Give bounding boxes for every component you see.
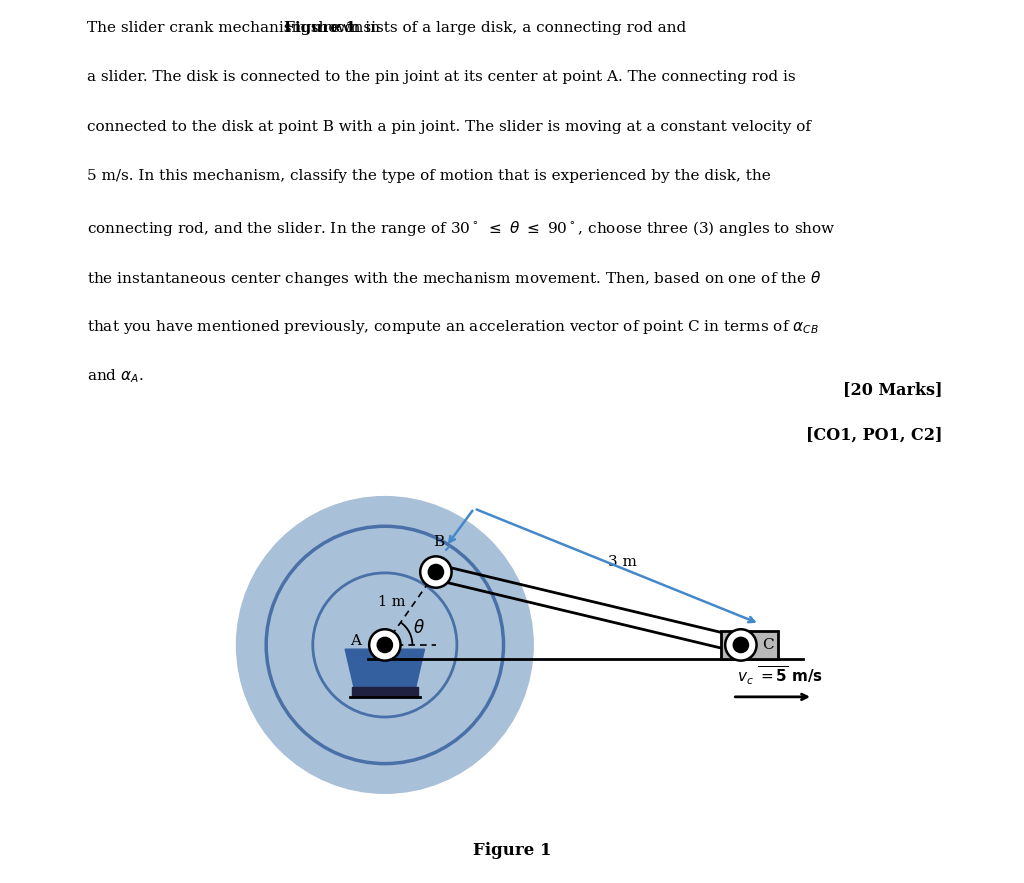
Text: [CO1, PO1, C2]: [CO1, PO1, C2] (806, 427, 942, 444)
Text: A: A (350, 634, 361, 648)
Circle shape (420, 556, 452, 588)
Circle shape (377, 638, 392, 653)
Text: 1 m: 1 m (378, 595, 406, 608)
Text: and $\alpha_A$.: and $\alpha_A$. (87, 368, 143, 386)
Text: The slider crank mechanism shown in: The slider crank mechanism shown in (87, 20, 385, 34)
Text: that you have mentioned previously, compute an acceleration vector of point C in: that you have mentioned previously, comp… (87, 318, 819, 336)
Text: a slider. The disk is connected to the pin joint at its center at point A. The c: a slider. The disk is connected to the p… (87, 71, 796, 84)
Text: Figure 1: Figure 1 (473, 841, 551, 858)
Text: the instantaneous center changes with the mechanism movement. Then, based on one: the instantaneous center changes with th… (87, 268, 821, 288)
Circle shape (370, 630, 400, 660)
Text: 5 m/s. In this mechanism, classify the type of motion that is experienced by the: 5 m/s. In this mechanism, classify the t… (87, 170, 771, 184)
Text: B: B (433, 535, 444, 549)
Circle shape (237, 496, 534, 793)
Circle shape (733, 638, 749, 653)
Text: connecting rod, and the slider. In the range of 30$^\circ$ $\leq$ $\theta$ $\leq: connecting rod, and the slider. In the r… (87, 219, 836, 238)
Text: 3 m: 3 m (608, 555, 637, 569)
Text: connected to the disk at point B with a pin joint. The slider is moving at a con: connected to the disk at point B with a … (87, 120, 811, 134)
Text: consists of a large disk, a connecting rod and: consists of a large disk, a connecting r… (331, 20, 686, 34)
Text: C: C (762, 638, 774, 652)
Polygon shape (352, 687, 418, 698)
Circle shape (428, 564, 443, 579)
Text: Figure 1: Figure 1 (284, 20, 356, 34)
Text: $\mathit{v_c}$ $\overline{= \mathbf{5}}$ $\mathbf{m/s}$: $\mathit{v_c}$ $\overline{= \mathbf{5}}$… (736, 664, 822, 687)
Polygon shape (345, 649, 425, 687)
Text: [20 Marks]: [20 Marks] (843, 381, 942, 398)
Text: $\theta$: $\theta$ (413, 619, 425, 637)
Circle shape (312, 573, 457, 717)
Bar (721, 631, 778, 659)
Circle shape (725, 630, 757, 660)
